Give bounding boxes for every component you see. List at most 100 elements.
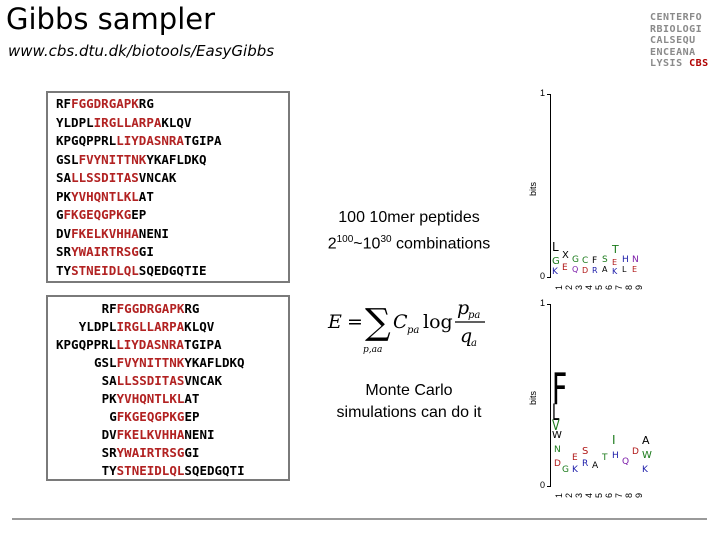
svg-text:F: F bbox=[552, 368, 567, 415]
sequence-row: GFKGEQGPKGEP bbox=[56, 206, 146, 223]
svg-text:S: S bbox=[602, 255, 608, 265]
sequence-row: SRYWAIRTRSGGI bbox=[102, 444, 200, 461]
sequence-row: RFFGGDRGAPKRG bbox=[56, 95, 154, 112]
sequence-flank-left: SR bbox=[56, 244, 72, 259]
sequence-row: DVFKELKVHHANENI bbox=[56, 225, 169, 242]
sequence-motif: YVHQNTLKL bbox=[116, 391, 185, 406]
sequence-motif: YWAIRTRSG bbox=[116, 445, 185, 460]
svg-text:R: R bbox=[592, 266, 598, 275]
svg-text:W: W bbox=[552, 430, 562, 441]
sequence-motif: LLSSDITAS bbox=[116, 373, 185, 388]
sequence-flank-left: SA bbox=[56, 170, 72, 185]
formula-num-sub: pa bbox=[468, 310, 480, 321]
combinations-line: 2100~1030 combinations bbox=[327, 234, 491, 253]
sequence-flank-right: AT bbox=[184, 391, 200, 406]
logo-line-2: RBIOLOGI bbox=[650, 23, 703, 35]
sequence-flank-right: SQEDGQTIE bbox=[138, 262, 207, 278]
svg-text:X: X bbox=[562, 250, 569, 261]
svg-text:K: K bbox=[612, 267, 618, 276]
cbs-logo: CENTERFO RBIOLOGI CALSEQU ENCEANA LYSIS … bbox=[650, 12, 712, 70]
sequence-flank-left: KPGQPPRL bbox=[56, 337, 117, 352]
bottom-logo-ymax: 1 bbox=[540, 298, 546, 308]
sequence-flank-left: DV bbox=[56, 225, 72, 241]
sequence-motif: LIYDASNRA bbox=[116, 133, 184, 148]
top-logo-letters: L G K X E G Q C D F R S A T E K H L N E bbox=[552, 240, 639, 276]
sequence-flank-right: YKAFLDKQ bbox=[146, 151, 207, 167]
monte-carlo-line-2: simulations can do it bbox=[336, 404, 482, 421]
formula-log: log bbox=[423, 311, 453, 333]
svg-text:D: D bbox=[632, 447, 639, 457]
sequence-row: TYSTNEIDLQLSQEDGQTI bbox=[102, 462, 245, 479]
sequence-flank-left: YLDPL bbox=[56, 114, 94, 130]
sequence-flank-right: TGIPA bbox=[183, 337, 222, 352]
sequence-row: PKYVHQNTLKLAT bbox=[56, 188, 154, 205]
top-pos-6: 6 bbox=[604, 284, 614, 290]
sequence-motif: FKELKVHHA bbox=[116, 427, 185, 442]
svg-text:V: V bbox=[552, 417, 560, 434]
sequence-flank-left: SR bbox=[101, 445, 117, 460]
bottom-logo-xaxis: 1 2 3 4 5 6 7 8 9 bbox=[552, 488, 664, 498]
svg-text:K: K bbox=[552, 267, 559, 276]
svg-text:H: H bbox=[612, 451, 619, 461]
formula-sigma: ∑ bbox=[365, 302, 391, 343]
peptide-count-text: 100 10mer peptides 2100~1030 combination… bbox=[296, 207, 522, 255]
sequence-row: KPGQPPRLLIYDASNRATGIPA bbox=[56, 132, 222, 149]
svg-text:F: F bbox=[592, 256, 597, 266]
sequence-flank-right: NENI bbox=[138, 225, 169, 241]
sequence-motif: LLSSDITAS bbox=[71, 170, 139, 185]
sequence-row: SALLSSDITASVNCAK bbox=[56, 169, 176, 186]
svg-text:H: H bbox=[622, 255, 629, 265]
top-logo-ymin: 0 bbox=[540, 271, 546, 281]
sequence-flank-right: VNCAK bbox=[184, 373, 223, 388]
sequence-motif: STNEIDLQL bbox=[116, 463, 185, 478]
svg-text:A: A bbox=[592, 461, 599, 471]
svg-text:C: C bbox=[582, 256, 588, 266]
monte-carlo-line-1: Monte Carlo bbox=[365, 382, 453, 399]
sequence-flank-right: SQEDGQTI bbox=[184, 463, 245, 478]
svg-text:T: T bbox=[611, 243, 619, 256]
aligned-sequences-box: RFFGGDRGAPKRG YLDPLIRGLLARPAKLQV KPGQPPRLL… bbox=[46, 295, 290, 481]
svg-text:A: A bbox=[642, 434, 650, 447]
sequence-row: GSLFVYNITTNKYKAFLDKQ bbox=[56, 151, 207, 168]
source-url[interactable]: www.cbs.dtu.dk/biotools/EasyGibbs bbox=[8, 42, 275, 60]
svg-text:T: T bbox=[601, 453, 608, 463]
formula-svg: E = ∑ p,aa C pa log p pa q a bbox=[327, 297, 485, 355]
sequence-flank-right: NENI bbox=[184, 427, 215, 442]
svg-text:G: G bbox=[562, 465, 569, 475]
bottom-sequence-logo: 1 0 bits F L V W N D G E K S R A T I H Q… bbox=[526, 298, 666, 498]
bottom-logo-ymin: 0 bbox=[540, 480, 546, 490]
sequence-row: KPGQPPRLLIYDASNRATGIPA bbox=[56, 336, 222, 353]
svg-text:L: L bbox=[622, 265, 627, 274]
formula-lhs: E bbox=[327, 311, 342, 333]
sequence-flank-left: RF bbox=[56, 96, 72, 111]
logo-line-4: ENCEANA bbox=[650, 46, 696, 58]
sequence-flank-left: TY bbox=[101, 463, 117, 478]
sequence-flank-right: EP bbox=[131, 207, 147, 222]
sequence-flank-left: SA bbox=[101, 373, 117, 388]
sequence-row: GSLFVYNITTNKYKAFLDKQ bbox=[94, 354, 245, 371]
sequence-flank-left: GSL bbox=[94, 355, 117, 370]
sequence-motif: STNEIDLQL bbox=[71, 262, 139, 278]
sequence-flank-left: G bbox=[109, 409, 117, 424]
top-logo-ylabel: bits bbox=[528, 181, 538, 196]
bottom-pos-6: 6 bbox=[604, 492, 614, 498]
sequence-flank-right: RG bbox=[138, 96, 154, 111]
bottom-pos-4: 4 bbox=[584, 492, 594, 498]
top-logo-tick-top bbox=[547, 94, 551, 95]
sequence-flank-left: YLDPL bbox=[78, 319, 117, 334]
formula-eq: = bbox=[347, 311, 363, 333]
sequence-flank-left: GSL bbox=[56, 151, 79, 167]
bottom-logo-tick-top bbox=[547, 304, 551, 305]
sequence-motif: FGGDRGAPK bbox=[71, 96, 139, 111]
bottom-logo-letters: F L V W N D G E K S R A T I H Q D A W K bbox=[552, 368, 652, 475]
bottom-pos-8: 8 bbox=[624, 492, 634, 498]
sequence-flank-right: TGIPA bbox=[183, 133, 222, 148]
svg-text:E: E bbox=[632, 265, 637, 274]
sequence-row: YLDPLIRGLLARPAKLQV bbox=[56, 114, 191, 131]
top-pos-5: 5 bbox=[594, 284, 604, 290]
svg-text:L: L bbox=[552, 401, 559, 426]
sequence-motif: IRGLLARPA bbox=[93, 114, 162, 130]
sequence-row: RFFGGDRGAPKRG bbox=[102, 300, 200, 317]
top-logo-yaxis bbox=[550, 94, 551, 278]
slide-title: Gibbs sampler bbox=[6, 2, 216, 36]
